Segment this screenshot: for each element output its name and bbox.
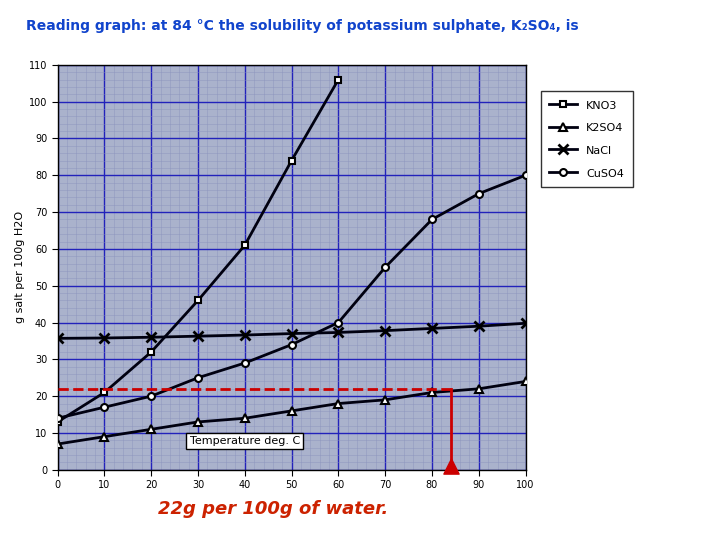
NaCl <box>381 327 390 334</box>
K2SO4 <box>334 400 343 407</box>
KNO3 <box>194 297 202 303</box>
K2SO4 <box>474 386 483 392</box>
K2SO4 <box>428 389 436 396</box>
Text: Temperature deg. C: Temperature deg. C <box>189 436 300 446</box>
NaCl <box>147 334 156 341</box>
CuSO4 <box>240 360 249 366</box>
Line: K2SO4: K2SO4 <box>53 377 530 448</box>
NaCl <box>100 335 109 341</box>
Legend: KNO3, K2SO4, NaCl, CuSO4: KNO3, K2SO4, NaCl, CuSO4 <box>541 91 633 187</box>
CuSO4 <box>147 393 156 400</box>
CuSO4 <box>287 341 296 348</box>
NaCl <box>240 332 249 338</box>
Point <box>445 462 456 470</box>
KNO3 <box>53 418 62 425</box>
Line: NaCl: NaCl <box>53 319 531 343</box>
KNO3 <box>334 76 343 83</box>
NaCl <box>194 333 202 340</box>
NaCl <box>474 323 483 329</box>
K2SO4 <box>53 441 62 447</box>
KNO3 <box>240 242 249 248</box>
K2SO4 <box>287 408 296 414</box>
CuSO4 <box>194 375 202 381</box>
KNO3 <box>287 157 296 164</box>
K2SO4 <box>521 378 530 384</box>
CuSO4 <box>100 404 109 410</box>
Line: KNO3: KNO3 <box>54 76 342 426</box>
CuSO4 <box>381 264 390 271</box>
CuSO4 <box>334 319 343 326</box>
NaCl <box>334 329 343 336</box>
Y-axis label: g salt per 100g H2O: g salt per 100g H2O <box>14 211 24 323</box>
K2SO4 <box>147 426 156 433</box>
K2SO4 <box>100 434 109 440</box>
K2SO4 <box>381 396 390 403</box>
Text: Reading graph: at 84 °C the solubility of potassium sulphate, K₂SO₄, is: Reading graph: at 84 °C the solubility o… <box>26 19 579 33</box>
KNO3 <box>147 349 156 355</box>
NaCl <box>521 320 530 327</box>
CuSO4 <box>474 191 483 197</box>
NaCl <box>53 335 62 342</box>
K2SO4 <box>194 418 202 425</box>
K2SO4 <box>240 415 249 422</box>
CuSO4 <box>521 172 530 179</box>
CuSO4 <box>428 216 436 222</box>
Line: CuSO4: CuSO4 <box>54 172 529 422</box>
KNO3 <box>100 389 109 396</box>
NaCl <box>287 330 296 337</box>
NaCl <box>428 325 436 332</box>
CuSO4 <box>53 415 62 422</box>
Text: 22g per 100g of water.: 22g per 100g of water. <box>158 501 389 518</box>
